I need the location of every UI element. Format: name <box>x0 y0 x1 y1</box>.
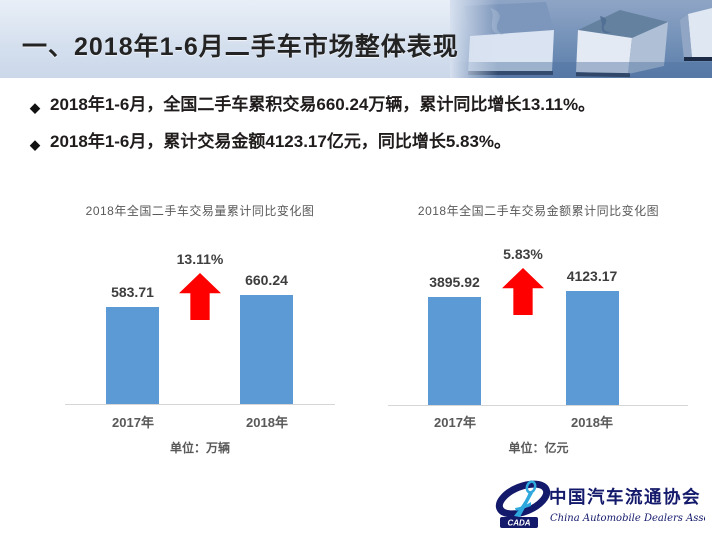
bar-value-label: 583.71 <box>111 284 154 300</box>
growth-annotation: 5.83% <box>501 246 545 315</box>
page-title: 一、2018年1-6月二手车市场整体表现 <box>22 33 459 61</box>
up-arrow-icon <box>179 273 221 320</box>
summary-bullets: ◆ 2018年1-6月，全国二手车累积交易660.24万辆，累计同比增长13.1… <box>30 94 690 168</box>
category-label-2017: 2017年 <box>434 415 476 430</box>
logo-mark-icon: CADA <box>495 480 551 528</box>
diamond-bullet-icon: ◆ <box>30 137 40 152</box>
bar-group-2017: 3895.92 <box>428 274 481 405</box>
bullet-item: ◆ 2018年1-6月，累计交易金额4123.17亿元，同比增长5.83%。 <box>30 131 690 156</box>
bar-value-label: 3895.92 <box>429 274 480 290</box>
bar-2018 <box>240 295 293 404</box>
bar-value-label: 4123.17 <box>566 268 618 284</box>
category-label-2018: 2018年 <box>571 415 613 430</box>
bar-2017 <box>106 307 159 404</box>
growth-annotation: 13.11% <box>176 251 224 320</box>
cada-logo: CADA 中国汽车流通协会 China Automobile Dealers A… <box>495 480 705 528</box>
bar-group-2017: 583.71 <box>106 284 159 404</box>
chart-title: 2018年全国二手车交易量累计同比变化图 <box>85 204 315 218</box>
x-axis-line <box>65 404 335 405</box>
up-arrow-icon <box>502 268 544 315</box>
bullet-item: ◆ 2018年1-6月，全国二手车累积交易660.24万辆，累计同比增长13.1… <box>30 94 690 119</box>
unit-label: 单位：亿元 <box>508 441 569 455</box>
bar-2018 <box>565 291 619 405</box>
bullet-text: 2018年1-6月，全国二手车累积交易660.24万辆，累计同比增长13.11%… <box>50 95 596 114</box>
bar-group-2018: 4123.17 <box>565 268 619 405</box>
category-label-2018: 2018年 <box>246 415 288 430</box>
diamond-bullet-icon: ◆ <box>30 100 40 115</box>
decorative-cubes-image <box>450 0 712 78</box>
logo-name-en: China Automobile Dealers Association <box>550 513 705 524</box>
bar-value-label: 660.24 <box>245 272 288 288</box>
bar-2017 <box>428 297 481 405</box>
category-label-2017: 2017年 <box>112 415 154 430</box>
bullet-text: 2018年1-6月，累计交易金额4123.17亿元，同比增长5.83%。 <box>50 132 512 151</box>
chart-trading-volume: 2018年全国二手车交易量累计同比变化图 583.71 660.24 13.11… <box>55 196 345 462</box>
slide-header: 一、2018年1-6月二手车市场整体表现 <box>0 0 712 78</box>
logo-name-cn: 中国汽车流通协会 <box>549 487 701 508</box>
growth-percent-label: 5.83% <box>503 246 543 262</box>
bar-group-2018: 660.24 <box>240 272 293 404</box>
growth-percent-label: 13.11% <box>176 251 224 267</box>
chart-trading-value: 2018年全国二手车交易金额累计同比变化图 3895.92 4123.17 5.… <box>385 196 692 462</box>
logo-acronym: CADA <box>507 519 530 528</box>
x-axis-line <box>388 405 688 406</box>
unit-label: 单位：万辆 <box>169 441 230 455</box>
chart-title: 2018年全国二手车交易金额累计同比变化图 <box>417 204 660 218</box>
